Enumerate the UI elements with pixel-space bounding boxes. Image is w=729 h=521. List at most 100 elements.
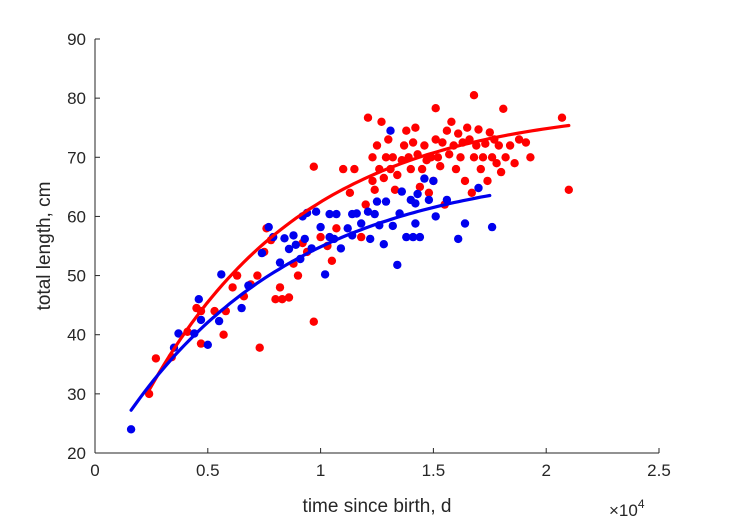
data-point [388,153,397,162]
data-point [411,123,420,132]
data-point [196,315,206,325]
data-point [320,270,330,279]
data-point [415,182,425,192]
data-point [399,141,409,150]
data-point [275,258,285,267]
y-tick-label: 80 [67,89,86,108]
data-point [408,232,418,242]
data-point [151,354,161,363]
y-tick-label: 30 [67,385,86,404]
data-point [284,244,294,254]
data-point [343,224,352,233]
data-point [402,232,411,242]
data-point [361,200,370,209]
data-point [487,153,497,162]
x-tick-label: 1.5 [422,461,446,480]
data-point [402,126,411,135]
data-point [564,185,573,194]
data-point [438,138,447,147]
data-point [499,104,508,114]
y-ticks: 20 30 40 50 60 70 80 90 [67,30,100,463]
data-point [388,221,397,231]
data-point [174,329,183,338]
data-point [372,141,382,150]
data-point [431,135,440,144]
data-point [478,153,488,162]
data-point [433,153,443,162]
data-point [386,126,395,135]
data-point [228,283,237,292]
data-point [144,389,154,399]
data-point [467,188,476,197]
data-point [393,260,402,270]
data-point [311,207,321,216]
data-point [327,256,337,265]
data-point [390,185,400,194]
data-point [363,207,373,216]
data-point [316,222,325,232]
data-point [485,128,494,137]
data-point [126,425,136,434]
data-point [325,209,334,219]
data-point [445,150,454,159]
data-point [476,164,485,174]
y-tick-label: 40 [67,326,86,345]
y-tick-label: 70 [67,148,86,167]
data-point [483,176,492,186]
data-point [505,141,515,150]
data-point [381,153,391,162]
scatter-series-blue [126,126,497,434]
y-tick-label: 20 [67,444,86,463]
data-point [381,197,391,206]
data-point [420,174,429,183]
data-point [436,162,445,171]
y-tick-label: 60 [67,207,86,226]
data-point [442,195,452,205]
data-point [463,123,472,132]
data-point [203,340,212,349]
data-point [454,129,463,138]
data-point [510,159,519,168]
data-point [469,91,479,100]
data-point [255,343,264,352]
data-point [357,219,366,228]
plot-area [126,91,573,434]
data-point [196,339,206,348]
data-point [217,270,226,279]
data-point [370,185,379,194]
data-point [291,240,300,249]
data-point [336,244,346,253]
data-point [219,330,228,339]
data-point [309,162,318,171]
x-axis-exponent: ×104 [609,497,645,520]
data-point [366,234,375,244]
data-point [264,222,273,232]
data-point [332,224,341,233]
data-point [451,164,461,174]
data-point [474,183,483,193]
data-point [501,153,510,162]
data-point [492,159,501,168]
data-point [339,164,348,174]
data-point [496,167,506,177]
data-point [309,317,318,326]
data-point [431,104,440,113]
data-point [368,153,377,162]
data-point [521,138,531,147]
data-point [460,176,470,186]
x-axis-label: time since birth, d [303,496,452,517]
data-point [253,271,262,280]
data-point [557,113,567,122]
data-point [379,173,388,183]
data-point [275,283,285,292]
data-point [370,209,379,219]
data-point [454,234,463,244]
data-point [413,189,422,199]
data-point [284,293,294,302]
data-point [456,153,465,162]
data-point [377,117,386,127]
data-point [447,117,456,127]
data-point [429,176,438,186]
